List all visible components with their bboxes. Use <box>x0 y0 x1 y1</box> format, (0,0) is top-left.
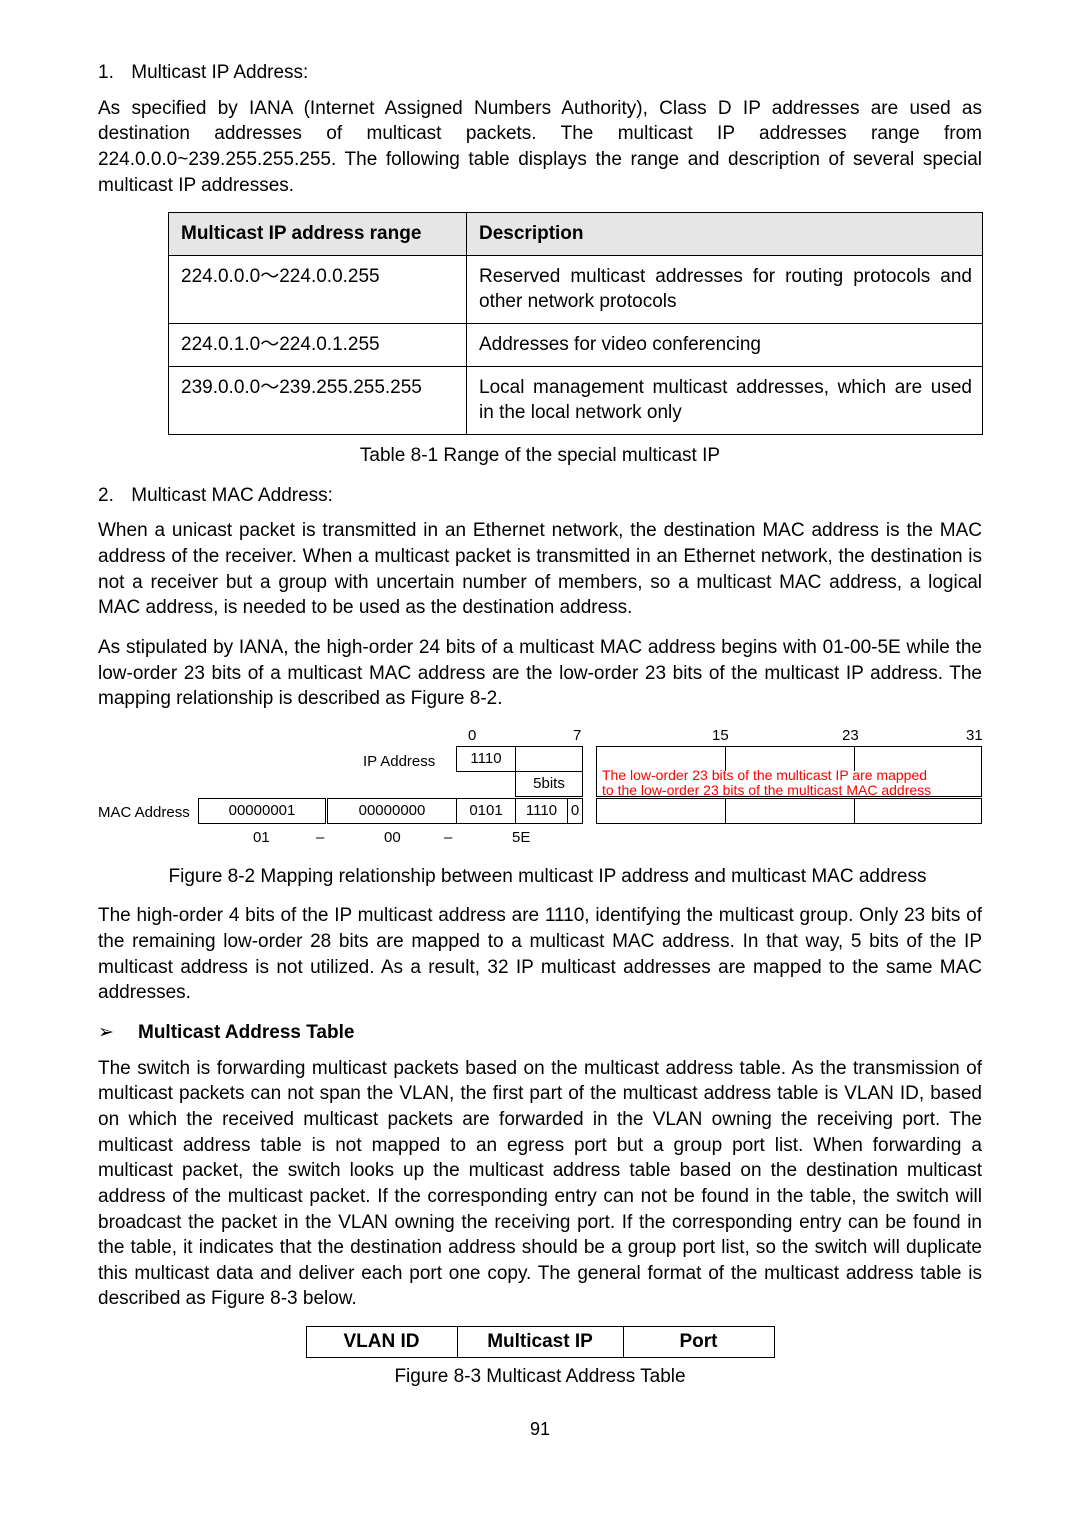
list-number: 2. <box>98 483 126 509</box>
cell-description: Reserved multicast addresses for routing… <box>467 255 983 323</box>
hex-00: 00 <box>384 828 401 848</box>
section-2-paragraph-1: When a unicast packet is transmitted in … <box>98 518 982 621</box>
cell-range: 224.0.0.0～224.0.0.255 <box>169 255 467 323</box>
cell-range: 224.0.1.0～224.0.1.255 <box>169 324 467 367</box>
cell-range: 239.0.0.0～239.255.255.255 <box>169 366 467 434</box>
ip-seg-1110: 1110 <box>456 746 516 772</box>
section-1-title: Multicast IP Address: <box>131 62 308 83</box>
section-1-heading: 1. Multicast IP Address: <box>98 60 982 86</box>
triangle-bullet-icon: ➢ <box>98 1020 138 1046</box>
mac-address-label: MAC Address <box>98 803 190 823</box>
figure-8-3-caption: Figure 8-3 Multicast Address Table <box>98 1364 982 1390</box>
mac-seg-7 <box>854 798 982 824</box>
multicast-range-table-wrap: Multicast IP address range Description 2… <box>168 212 982 435</box>
table-row: 224.0.1.0～224.0.1.255 Addresses for vide… <box>169 324 983 367</box>
list-number: 1. <box>98 60 126 86</box>
figure-8-2-diagram: 0 7 15 23 31 IP Address 1110 5bits The l… <box>98 726 983 856</box>
mac-seg-3: 0101 <box>456 798 516 824</box>
section-1-paragraph: As specified by IANA (Internet Assigned … <box>98 96 982 199</box>
table-row: 224.0.0.0～224.0.0.255 Reserved multicast… <box>169 255 983 323</box>
hdr-range: Multicast IP address range <box>169 213 467 256</box>
multicast-address-table-title: Multicast Address Table <box>138 1020 354 1046</box>
mac-seg-4a: 1110 <box>515 798 568 824</box>
section-2-title: Multicast MAC Address: <box>131 485 333 506</box>
col-vlan-id: VLAN ID <box>306 1327 457 1358</box>
bit-index-0: 0 <box>468 726 476 746</box>
mac-seg-4b: 0 <box>567 798 583 824</box>
section-2-paragraph-2: As stipulated by IANA, the high-order 24… <box>98 635 982 712</box>
ip-seg-empty-1 <box>515 746 583 772</box>
col-port: Port <box>623 1327 774 1358</box>
mac-seg-6 <box>725 798 855 824</box>
dash-2: – <box>444 828 452 848</box>
multicast-range-table: Multicast IP address range Description 2… <box>168 212 983 435</box>
table-8-1-caption: Table 8-1 Range of the special multicast… <box>98 443 982 469</box>
fivebits-box: 5bits <box>515 771 583 797</box>
figure-8-2-caption: Figure 8-2 Mapping relationship between … <box>113 864 982 890</box>
hex-5e: 5E <box>512 828 530 848</box>
multicast-address-table-heading: ➢ Multicast Address Table <box>98 1020 982 1046</box>
page: 1. Multicast IP Address: As specified by… <box>0 0 1080 1482</box>
bit-index-15: 15 <box>712 726 729 746</box>
ip-address-label: IP Address <box>363 752 435 772</box>
note-line-1: The low-order 23 bits of the multicast I… <box>602 767 927 783</box>
bit-index-7: 7 <box>573 726 581 746</box>
table-row: VLAN ID Multicast IP Port <box>306 1327 774 1358</box>
cell-description: Local management multicast addresses, wh… <box>467 366 983 434</box>
bit-index-31: 31 <box>966 726 983 746</box>
note-line-2: to the low-order 23 bits of the multicas… <box>602 782 931 798</box>
bit-index-23: 23 <box>842 726 859 746</box>
dash-1: – <box>316 828 324 848</box>
mac-seg-5 <box>596 798 726 824</box>
section-3-paragraph: The high-order 4 bits of the IP multicas… <box>98 903 982 1006</box>
mac-seg-1: 00000001 <box>198 798 326 824</box>
page-number: 91 <box>98 1417 982 1441</box>
table-header-row: Multicast IP address range Description <box>169 213 983 256</box>
section-2-heading: 2. Multicast MAC Address: <box>98 483 982 509</box>
col-multicast-ip: Multicast IP <box>457 1327 623 1358</box>
cell-description: Addresses for video conferencing <box>467 324 983 367</box>
hdr-description: Description <box>467 213 983 256</box>
hex-01: 01 <box>253 828 270 848</box>
multicast-address-format-table: VLAN ID Multicast IP Port <box>306 1326 775 1358</box>
multicast-address-table-paragraph: The switch is forwarding multicast packe… <box>98 1056 982 1312</box>
table-row: 239.0.0.0～239.255.255.255 Local manageme… <box>169 366 983 434</box>
mac-seg-2: 00000000 <box>327 798 457 824</box>
